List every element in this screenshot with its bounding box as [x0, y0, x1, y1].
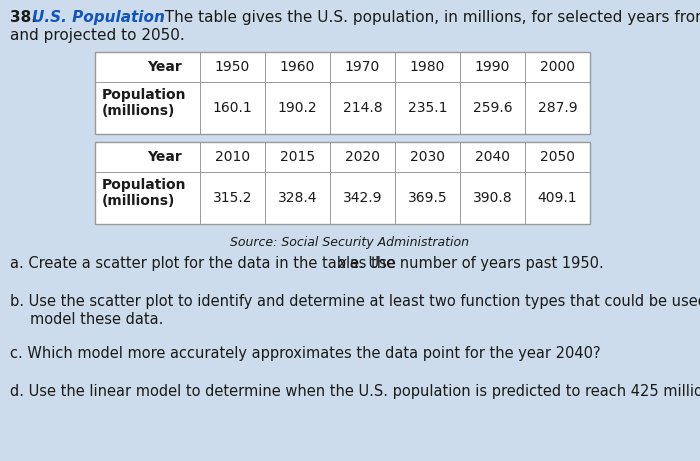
Text: 214.8: 214.8 — [343, 101, 382, 115]
Text: x: x — [337, 256, 346, 271]
Text: 2040: 2040 — [475, 150, 510, 164]
Text: 235.1: 235.1 — [407, 101, 447, 115]
Text: 2015: 2015 — [280, 150, 315, 164]
Text: d. Use the linear model to determine when the U.S. population is predicted to re: d. Use the linear model to determine whe… — [10, 384, 700, 399]
Text: 2050: 2050 — [540, 150, 575, 164]
Text: model these data.: model these data. — [30, 312, 163, 327]
Text: 315.2: 315.2 — [213, 191, 252, 205]
Text: 390.8: 390.8 — [473, 191, 512, 205]
Text: 190.2: 190.2 — [278, 101, 317, 115]
Text: Source: Social Security Administration: Source: Social Security Administration — [230, 236, 470, 249]
Text: 409.1: 409.1 — [538, 191, 578, 205]
Text: c. Which model more accurately approximates the data point for the year 2040?: c. Which model more accurately approxima… — [10, 346, 601, 361]
Text: as the number of years past 1950.: as the number of years past 1950. — [344, 256, 603, 271]
Text: 2000: 2000 — [540, 60, 575, 74]
Text: Year: Year — [148, 60, 182, 74]
Text: Population
(millions): Population (millions) — [102, 178, 186, 208]
Text: 1950: 1950 — [215, 60, 250, 74]
Text: 1970: 1970 — [345, 60, 380, 74]
Text: U.S. Population: U.S. Population — [32, 10, 165, 25]
Text: 287.9: 287.9 — [538, 101, 578, 115]
Text: 342.9: 342.9 — [343, 191, 382, 205]
Text: Population
(millions): Population (millions) — [102, 88, 186, 118]
Text: 2010: 2010 — [215, 150, 250, 164]
Text: 38.: 38. — [10, 10, 37, 25]
Text: 259.6: 259.6 — [473, 101, 512, 115]
Text: Year: Year — [148, 150, 182, 164]
Text: 1980: 1980 — [410, 60, 445, 74]
Text: a. Create a scatter plot for the data in the table. Use: a. Create a scatter plot for the data in… — [10, 256, 400, 271]
Text: 369.5: 369.5 — [407, 191, 447, 205]
Text: b. Use the scatter plot to identify and determine at least two function types th: b. Use the scatter plot to identify and … — [10, 294, 700, 309]
Text: 1960: 1960 — [280, 60, 315, 74]
Text: and projected to 2050.: and projected to 2050. — [10, 28, 185, 43]
Text: 328.4: 328.4 — [278, 191, 317, 205]
Bar — [95, 142, 590, 224]
Text: 2030: 2030 — [410, 150, 445, 164]
Text: 160.1: 160.1 — [213, 101, 253, 115]
Text: The table gives the U.S. population, in millions, for selected years from 1950: The table gives the U.S. population, in … — [155, 10, 700, 25]
Bar — [95, 52, 590, 134]
Text: 2020: 2020 — [345, 150, 380, 164]
Text: 1990: 1990 — [475, 60, 510, 74]
